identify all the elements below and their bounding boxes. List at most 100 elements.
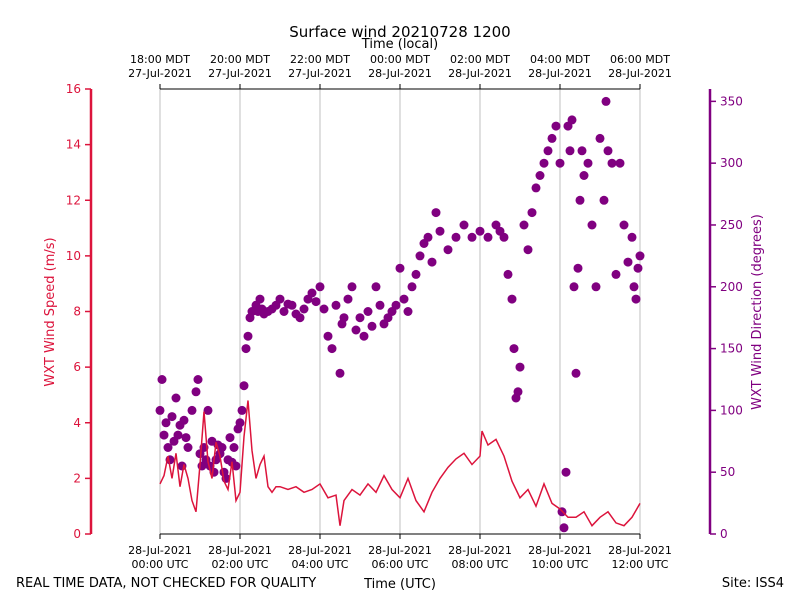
direction-point [411, 269, 421, 279]
direction-point [295, 313, 305, 323]
direction-point [519, 220, 529, 230]
bottom-x-tick-label: 06:00 UTC [371, 558, 428, 571]
top-x-tick-label: 20:00 MDT [210, 53, 270, 66]
direction-point [163, 443, 173, 452]
direction-point [203, 405, 213, 415]
direction-point [459, 220, 469, 230]
speed-series-line [159, 400, 641, 527]
direction-point [607, 158, 617, 168]
bottom-x-tick-label: 28-Jul-2021 [208, 544, 272, 557]
direction-point [535, 171, 545, 180]
direction-point [327, 344, 337, 354]
bottom-x-tick-label: 08:00 UTC [451, 558, 508, 571]
direction-point [187, 405, 197, 415]
direction-point [467, 232, 477, 242]
direction-point [515, 362, 525, 372]
direction-point [287, 300, 297, 310]
direction-point [561, 467, 571, 477]
direction-point [531, 183, 541, 193]
direction-point [567, 115, 577, 125]
direction-point [331, 300, 341, 310]
direction-point [587, 220, 597, 230]
direction-point [343, 294, 353, 304]
direction-point [431, 208, 441, 218]
direction-point [451, 232, 461, 242]
direction-point [307, 288, 317, 298]
top-x-tick-label: 18:00 MDT [130, 53, 190, 66]
direction-point [225, 433, 235, 443]
left-y-tick-label: 6 [73, 360, 81, 374]
top-x-tick-label: 00:00 MDT [370, 53, 430, 66]
direction-point [181, 433, 191, 443]
direction-point [475, 226, 485, 236]
direction-point [243, 331, 253, 341]
top-x-tick-label: 22:00 MDT [290, 53, 350, 66]
top-x-tick-label: 28-Jul-2021 [368, 67, 432, 80]
direction-point [279, 307, 289, 316]
direction-point [335, 368, 345, 378]
top-x-tick-label: 27-Jul-2021 [128, 67, 192, 80]
direction-point [399, 294, 409, 304]
direction-point [483, 232, 493, 242]
direction-point [603, 146, 613, 156]
direction-point [319, 304, 329, 314]
direction-point [311, 297, 321, 307]
direction-point [231, 461, 241, 471]
direction-point [631, 294, 641, 304]
direction-series [155, 96, 645, 533]
right-y-axis-label: WXT Wind Direction (degrees) [750, 214, 765, 410]
direction-point [351, 325, 361, 335]
bottom-x-tick-label: 28-Jul-2021 [368, 544, 432, 557]
right-y-tick-label: 250 [720, 218, 743, 232]
left-y-tick-label: 14 [66, 138, 81, 152]
direction-point [339, 313, 349, 323]
direction-point [367, 321, 377, 331]
direction-point [375, 300, 385, 310]
direction-point [371, 282, 381, 292]
direction-point [565, 146, 575, 156]
direction-point [191, 387, 201, 397]
top-x-tick-label: 28-Jul-2021 [448, 67, 512, 80]
left-y-tick-label: 10 [66, 249, 81, 263]
direction-point [551, 121, 561, 131]
direction-point [591, 282, 601, 292]
direction-point [629, 282, 639, 292]
left-y-tick-label: 4 [73, 416, 81, 430]
direction-point [443, 245, 453, 255]
direction-point [171, 393, 181, 403]
left-y-tick-label: 2 [73, 471, 81, 485]
direction-point [503, 269, 513, 279]
direction-point [347, 282, 357, 292]
left-y-tick-label: 12 [66, 193, 81, 207]
direction-point [599, 195, 609, 205]
right-y-tick-label: 50 [720, 465, 735, 479]
direction-point [183, 443, 193, 452]
direction-point [435, 226, 445, 236]
bottom-x-tick-label: 04:00 UTC [291, 558, 348, 571]
direction-point [527, 208, 537, 218]
direction-point [229, 443, 239, 452]
direction-point [601, 96, 611, 106]
bottom-x-tick-label: 28-Jul-2021 [608, 544, 672, 557]
direction-point [173, 430, 183, 440]
direction-point [315, 282, 325, 292]
right-y-tick-label: 300 [720, 156, 743, 170]
direction-point [633, 263, 643, 273]
direction-point [507, 294, 517, 304]
right-y-tick-label: 0 [720, 527, 728, 541]
direction-point [323, 331, 333, 341]
direction-point [255, 294, 265, 304]
direction-point [391, 300, 401, 310]
top-x-tick-label: 04:00 MDT [530, 53, 590, 66]
direction-point [161, 418, 171, 428]
direction-point [217, 443, 227, 452]
bottom-x-tick-label: 28-Jul-2021 [128, 544, 192, 557]
right-y-ticks: 0 50 100 150 200 250 300 350 [710, 94, 743, 541]
top-x-tick-label: 28-Jul-2021 [608, 67, 672, 80]
direction-point [577, 146, 587, 156]
bottom-x-axis-label: Time (UTC) [363, 577, 436, 592]
direction-point [363, 307, 373, 316]
direction-point [595, 133, 605, 143]
direction-point [427, 257, 437, 267]
direction-point [237, 405, 247, 415]
